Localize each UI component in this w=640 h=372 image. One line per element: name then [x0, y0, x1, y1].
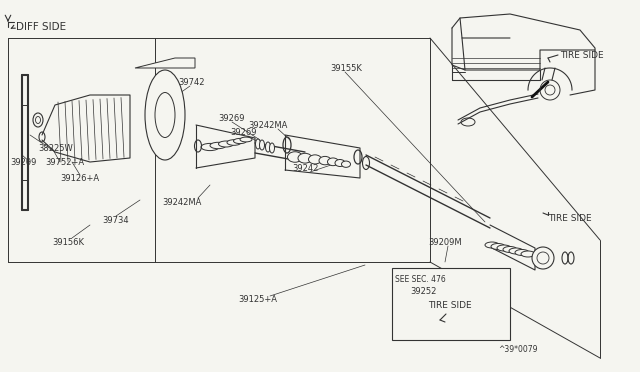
Text: 38225W: 38225W: [38, 144, 73, 153]
Ellipse shape: [210, 142, 226, 149]
Ellipse shape: [145, 70, 185, 160]
Ellipse shape: [485, 242, 499, 248]
Text: 39209M: 39209M: [428, 237, 461, 247]
Ellipse shape: [515, 250, 529, 256]
Ellipse shape: [319, 156, 331, 165]
Text: 39125+A: 39125+A: [238, 295, 277, 305]
Text: 39126+A: 39126+A: [60, 173, 99, 183]
Text: 39269: 39269: [230, 128, 257, 137]
Ellipse shape: [234, 138, 246, 144]
Text: DIFF SIDE: DIFF SIDE: [16, 22, 66, 32]
Ellipse shape: [532, 247, 554, 269]
Ellipse shape: [342, 161, 351, 167]
Ellipse shape: [328, 158, 339, 166]
Text: 39742: 39742: [178, 77, 205, 87]
Ellipse shape: [497, 245, 511, 251]
Ellipse shape: [218, 141, 234, 147]
Ellipse shape: [298, 153, 312, 163]
Ellipse shape: [287, 152, 303, 162]
Ellipse shape: [240, 137, 252, 142]
Ellipse shape: [269, 143, 275, 153]
Ellipse shape: [537, 252, 549, 264]
Ellipse shape: [503, 247, 517, 253]
Text: 39209: 39209: [10, 157, 36, 167]
Ellipse shape: [521, 251, 535, 257]
Ellipse shape: [255, 139, 260, 149]
Ellipse shape: [227, 140, 241, 145]
Bar: [392, 268, 510, 340]
Text: TIRE SIDE: TIRE SIDE: [428, 301, 472, 310]
Ellipse shape: [266, 142, 271, 152]
Polygon shape: [135, 58, 195, 68]
Text: SEE SEC. 476: SEE SEC. 476: [395, 276, 445, 285]
Text: 39269: 39269: [218, 113, 244, 122]
Text: 39156K: 39156K: [52, 237, 84, 247]
Text: ^39*0079: ^39*0079: [498, 346, 538, 355]
Text: 39242MA: 39242MA: [162, 198, 202, 206]
Ellipse shape: [308, 155, 321, 164]
Text: 39252: 39252: [410, 288, 436, 296]
Text: 39734: 39734: [102, 215, 129, 224]
Ellipse shape: [335, 160, 345, 167]
Ellipse shape: [259, 140, 264, 150]
Ellipse shape: [201, 143, 219, 151]
Ellipse shape: [491, 244, 505, 250]
Text: 39242MA: 39242MA: [248, 121, 287, 129]
Text: TIRE SIDE: TIRE SIDE: [560, 51, 604, 60]
Text: 39752+A: 39752+A: [45, 157, 84, 167]
Ellipse shape: [509, 248, 523, 254]
Ellipse shape: [155, 93, 175, 138]
Text: 39155K: 39155K: [330, 64, 362, 73]
Text: TIRE SIDE: TIRE SIDE: [548, 214, 591, 222]
Text: 39242: 39242: [292, 164, 318, 173]
